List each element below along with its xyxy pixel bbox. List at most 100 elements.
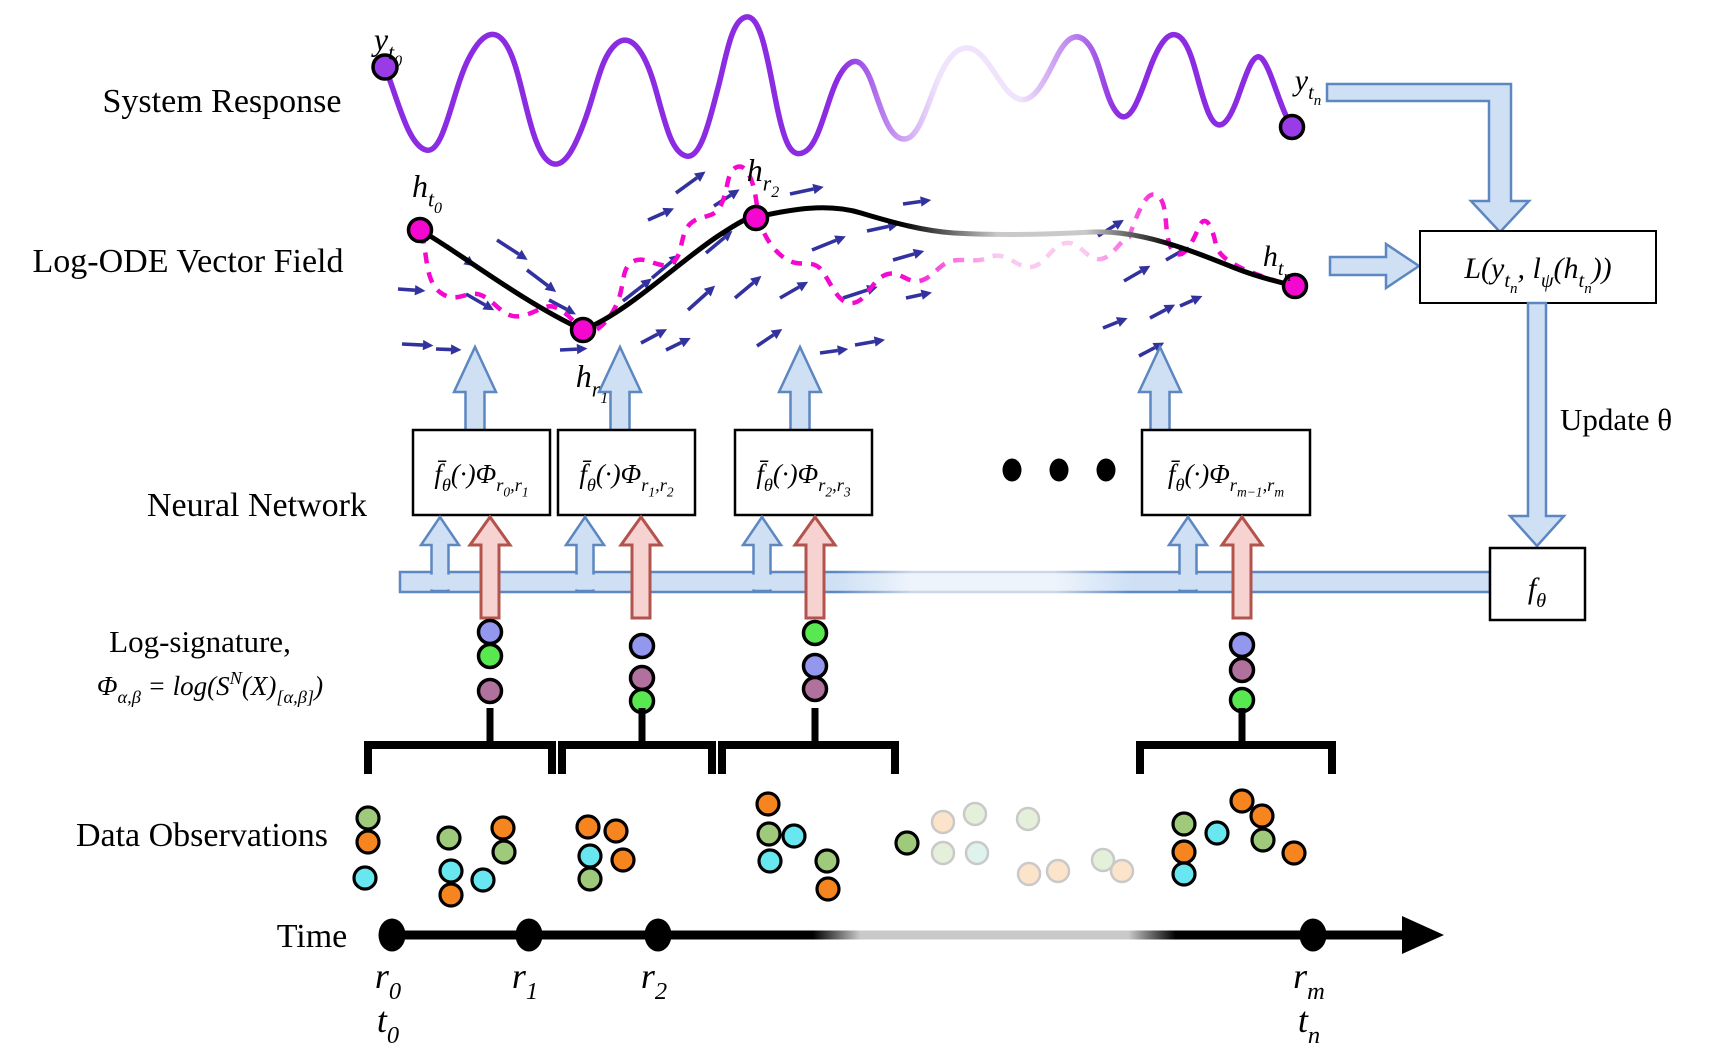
observation-dot <box>1204 820 1230 846</box>
loss-flow: L(ytn, lψ(htn)) Update θ fθ <box>1328 230 1672 622</box>
observation-dot <box>352 865 378 891</box>
time-point-dot <box>515 918 543 952</box>
vector-arrow <box>665 337 691 352</box>
log-signature-dot <box>476 677 504 705</box>
observation-dot <box>470 867 496 893</box>
loss-box <box>1419 230 1657 304</box>
vector-arrow <box>686 285 716 312</box>
faded-observation-dot <box>1090 847 1116 873</box>
log-signature-dot <box>628 632 656 660</box>
observation-dots <box>352 788 1307 908</box>
h-tn-label: htn <box>1263 240 1291 285</box>
observation-dot <box>355 829 381 855</box>
log-signature-dot <box>801 619 829 647</box>
nn-to-field-arrow <box>597 344 643 433</box>
h-r2-point <box>742 204 770 232</box>
observation-dot <box>815 876 841 902</box>
time-point-label: r2 <box>641 956 667 1005</box>
controlled-path-dashed <box>418 164 1291 335</box>
signature-to-nn-arrow <box>792 514 838 620</box>
vector-arrow <box>401 339 434 351</box>
nn-output-arrows <box>452 344 1183 433</box>
faded-observation-dot <box>1109 858 1135 884</box>
vector-arrow <box>902 196 932 207</box>
time-axis-arrowhead <box>1402 916 1444 954</box>
interval-bracket <box>364 708 556 774</box>
log-signature-dot <box>801 652 829 680</box>
faded-observation-dot <box>962 801 988 827</box>
time-point-sublabel: tn <box>1298 1000 1320 1046</box>
signature-to-nn-arrow <box>618 514 664 620</box>
vector-arrow <box>811 235 846 252</box>
log-signature-dot <box>1228 631 1256 659</box>
faded-observation-dot <box>930 840 956 866</box>
vector-arrow <box>755 328 783 348</box>
nn-boxes: f̄θ(·)Φr0,r1 f̄θ(·)Φr1,r2 f̄θ(·)Φr2,r3 f̄θ(… <box>411 428 1312 517</box>
vector-arrow <box>789 183 824 196</box>
observation-dot <box>1250 827 1276 853</box>
observation-dot <box>1171 811 1197 837</box>
ellipsis-dot <box>1002 458 1022 482</box>
observation-dot <box>575 814 601 840</box>
data-observations-label: Data Observations <box>76 817 328 854</box>
system-response-curve <box>382 14 1295 167</box>
log-signature-column <box>801 619 829 703</box>
observation-dot <box>756 821 782 847</box>
nn-box: f̄θ(·)Φr0,r1 <box>411 428 552 517</box>
vector-arrow <box>819 345 849 356</box>
interval-brackets <box>364 708 1336 774</box>
y-t0-label: yt0 <box>371 21 402 70</box>
log-signature-column <box>476 618 504 705</box>
time-point: r2 <box>641 918 672 1005</box>
vector-arrow <box>674 171 706 195</box>
nn-row-extras: Neural Network <box>147 458 1116 524</box>
log-signature-dot <box>801 675 829 703</box>
faded-observation-dot <box>1015 806 1041 832</box>
f-theta-box <box>1488 546 1587 622</box>
observation-dot <box>1249 803 1275 829</box>
log-signature-dot <box>628 664 656 692</box>
time-label: Time <box>277 918 348 955</box>
vector-arrow <box>1179 295 1203 308</box>
vector-arrow <box>548 298 576 315</box>
log-signature-row: Log-signature, Φα,β = log(SN(X)[α,β]) <box>97 618 1256 715</box>
observation-dot <box>781 823 807 849</box>
observation-dot <box>1229 788 1255 814</box>
nn-box-formula: f̄θ(·)Φr0,r1 <box>434 459 528 500</box>
observation-dot <box>1171 861 1197 887</box>
interval-bracket <box>558 708 716 774</box>
vector-arrow <box>733 275 762 300</box>
h-r2-label: hr2 <box>747 152 779 201</box>
observation-dot <box>438 882 464 908</box>
y-t0-point <box>371 53 399 81</box>
system-response-label: System Response <box>103 83 342 120</box>
time-point: r1 <box>512 918 543 1005</box>
y-tn-point <box>1278 113 1306 141</box>
observation-dot <box>436 825 462 851</box>
vector-arrow <box>1102 317 1128 330</box>
observation-dot <box>814 848 840 874</box>
vector-arrow <box>854 336 886 347</box>
observation-dot <box>610 847 636 873</box>
log-signature-dot <box>476 642 504 670</box>
time-point-dot <box>378 918 406 952</box>
loss-to-ftheta-arrow <box>1507 301 1567 548</box>
observation-dot <box>577 866 603 892</box>
faded-observation-dot <box>930 809 956 835</box>
signature-to-nn-arrow <box>467 514 513 620</box>
nn-box: f̄θ(·)Φrm−1,rm <box>1140 428 1312 517</box>
hidden-state-to-loss-arrow <box>1328 241 1422 291</box>
nn-to-field-arrow <box>1137 344 1183 433</box>
observation-dot <box>491 839 517 865</box>
signature-to-nn-arrow <box>1219 514 1265 620</box>
observation-dot <box>1281 840 1307 866</box>
nn-box-formula: f̄θ(·)Φr1,r2 <box>579 459 674 500</box>
log-signature-column <box>1228 631 1256 714</box>
log-signature-dot <box>476 618 504 646</box>
nn-to-field-arrow <box>777 344 823 433</box>
vector-arrow <box>525 268 557 292</box>
